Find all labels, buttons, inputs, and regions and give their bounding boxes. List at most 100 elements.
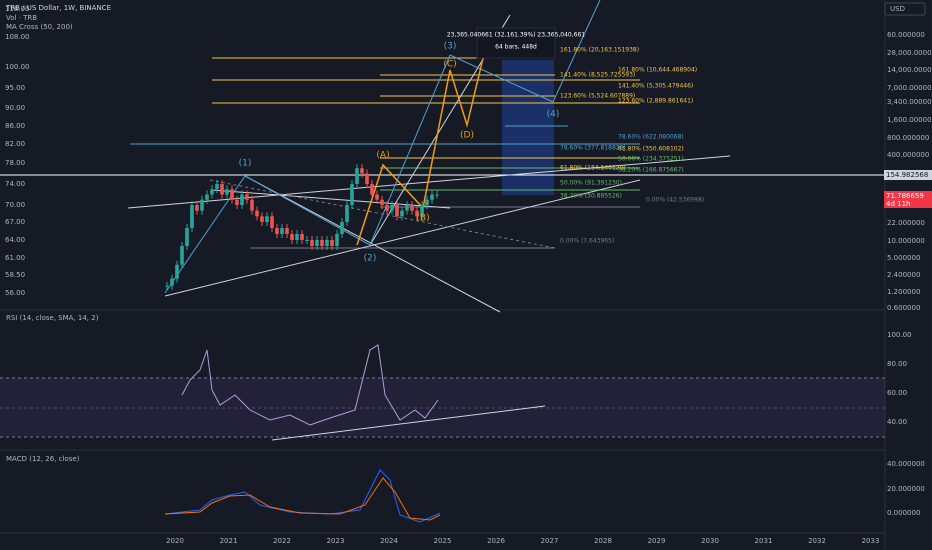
- candle: [185, 228, 189, 246]
- candle: [205, 194, 209, 200]
- price-tag: 4d 11h: [886, 200, 910, 208]
- candle: [285, 228, 289, 234]
- fib-label: 38.20% (50.885526): [560, 193, 622, 200]
- candle: [395, 205, 399, 217]
- price-tag: 71.786659: [886, 192, 924, 200]
- fib-label: 141.40% (5,305.479446): [618, 83, 693, 90]
- macd-signal: [164, 477, 441, 521]
- wave-label: (A): [376, 151, 389, 161]
- right-axis-label: 400.000000: [887, 151, 929, 159]
- candle: [340, 222, 344, 234]
- candle: [225, 189, 229, 195]
- time-label: 2021: [220, 537, 238, 545]
- candle: [335, 234, 339, 246]
- candle: [180, 246, 184, 265]
- fib-label: 161.80% (10,644.468904): [618, 67, 697, 74]
- left-axis-label: 78.00: [5, 159, 25, 167]
- fib-label: 123.60% (2,889.861641): [618, 98, 693, 105]
- left-axis-label: 58.50: [5, 271, 25, 279]
- fib-label: 78.60% (622.080068): [618, 134, 684, 141]
- indicator: MA Cross (50, 200): [6, 23, 73, 31]
- time-label: 2031: [755, 537, 773, 545]
- candle: [170, 278, 174, 286]
- title: TRB / US Dollar, 1W, BINANCE: [5, 4, 111, 12]
- rsi-axis: 80.00: [887, 360, 907, 368]
- candle: [265, 216, 269, 222]
- time-label: 2030: [701, 537, 719, 545]
- fib-label: 123.60% (5,524.607889): [560, 93, 635, 100]
- candle: [360, 168, 364, 174]
- left-axis-label: 86.00: [5, 122, 25, 130]
- candle: [210, 189, 214, 195]
- candle: [385, 205, 389, 211]
- candle: [280, 228, 284, 234]
- candle: [430, 194, 434, 200]
- candle: [260, 216, 264, 222]
- wave-label: (C): [443, 60, 456, 70]
- time-label: 2032: [808, 537, 826, 545]
- indicator: RSI (14, close, SMA, 14, 2): [6, 314, 99, 322]
- currency-button[interactable]: [884, 2, 926, 16]
- candle: [350, 184, 354, 205]
- fib-label: 0.00% (7.643965): [560, 238, 614, 245]
- left-axis-label: 116.00: [5, 5, 30, 13]
- fib-label: 78.60% (377.818828): [560, 145, 626, 152]
- candle: [390, 205, 394, 211]
- rsi-axis: 60.00: [887, 389, 907, 397]
- time-label: 2026: [487, 537, 505, 545]
- candle: [230, 189, 234, 200]
- candle: [195, 205, 199, 211]
- left-axis-label: 70.00: [5, 201, 25, 209]
- fib-label: 50.00% (91.391230): [560, 180, 622, 187]
- drawings: [0, 0, 885, 313]
- left-axis-label: 74.00: [5, 180, 25, 188]
- macd-axis: 20.000000: [887, 485, 925, 493]
- candle: [305, 240, 309, 241]
- fib-label: 50.00% (234.375251): [618, 156, 684, 163]
- measure-tooltip: [476, 27, 556, 59]
- candle: [300, 234, 304, 240]
- left-axis-label: 67.00: [5, 218, 25, 226]
- time-label: 2024: [380, 537, 398, 545]
- wave-label: (2): [364, 254, 377, 264]
- candle: [255, 210, 259, 217]
- currency[interactable]: USD: [890, 5, 905, 13]
- right-axis-label: 1,600.000000: [887, 116, 932, 124]
- candle: [380, 199, 384, 205]
- candle: [235, 199, 239, 205]
- measure-text: 64 bars, 448d: [495, 44, 537, 51]
- candle: [410, 205, 414, 211]
- right-axis-label: 28,000.000000: [887, 49, 932, 57]
- time-label: 2022: [273, 537, 291, 545]
- candle: [245, 194, 249, 200]
- candle: [290, 234, 294, 240]
- candle: [365, 173, 369, 184]
- tag-box: [884, 191, 932, 208]
- left-axis-label: 100.00: [5, 63, 30, 71]
- measure-text: 23,365.040661 (32,161.39%) 23,365,040,66…: [447, 32, 585, 39]
- right-axis-label: 1.200000: [887, 288, 920, 296]
- price-tag: 154.982568: [886, 171, 928, 179]
- left-axis-label: 56.00: [5, 289, 25, 297]
- candle: [215, 184, 219, 190]
- candle: [325, 240, 329, 246]
- left-axis-label: 108.00: [5, 33, 30, 41]
- candle: [320, 240, 324, 246]
- candle: [240, 194, 244, 205]
- candle: [175, 264, 179, 279]
- wave-label: (4): [547, 110, 560, 120]
- right-axis-label: 0.600000: [887, 304, 920, 312]
- indicator: Vol · TRB: [6, 14, 37, 22]
- candle: [250, 199, 254, 211]
- rsi-axis: 40.00: [887, 418, 907, 426]
- rsi-trend: [271, 405, 546, 441]
- right-axis-label: 14,000.000000: [887, 66, 932, 74]
- right-axis-label: 60.000000: [887, 31, 925, 39]
- candle: [375, 194, 379, 200]
- fib-label: 141.40% (8,525.725593): [560, 72, 635, 79]
- candle: [420, 205, 424, 217]
- time-label: 2027: [541, 537, 559, 545]
- fib-label: 61.80% (350.608102): [618, 146, 684, 153]
- candle: [200, 199, 204, 211]
